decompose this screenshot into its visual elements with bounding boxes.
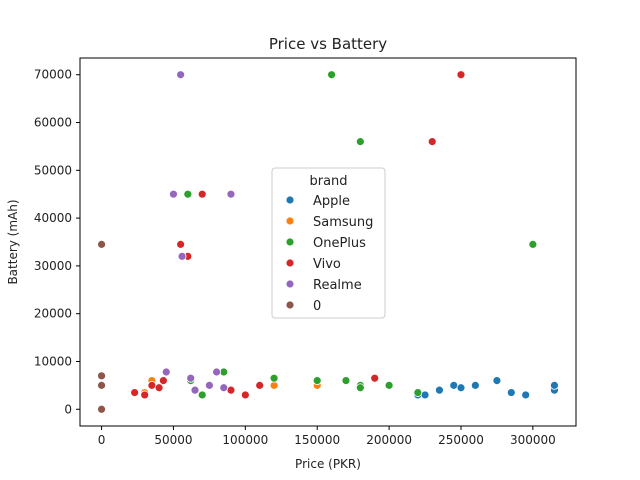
data-point-4-9 [219, 383, 229, 393]
chart-title: Price vs Battery [269, 35, 387, 53]
data-point-3-8 [154, 383, 164, 393]
data-point-0-10 [550, 380, 559, 390]
data-point-4-4 [161, 367, 171, 377]
y-tick-label: 20000 [34, 307, 72, 321]
data-point-0-3 [449, 380, 459, 390]
x-tick-label: 0 [98, 433, 106, 447]
data-point-2-2 [183, 189, 193, 199]
y-tick-label: 0 [64, 402, 72, 416]
y-tick-label: 50000 [34, 163, 72, 177]
data-point-4-6 [190, 385, 200, 395]
data-point-0-5 [470, 380, 480, 390]
data-point-5-0 [97, 239, 106, 249]
legend-title: brand [309, 174, 347, 189]
data-point-3-1 [427, 137, 437, 147]
data-point-0-1 [420, 390, 430, 400]
legend-marker-2 [285, 237, 295, 247]
data-point-2-8 [269, 373, 279, 383]
legend: brand Apple Samsung OnePlus Vivo Realme 0 [271, 167, 386, 319]
legend-label-4: Realme [313, 278, 362, 293]
data-point-3-11 [240, 390, 250, 400]
data-point-4-5 [186, 373, 196, 383]
y-tick-label: 60000 [34, 116, 72, 130]
legend-label-5: 0 [313, 299, 321, 314]
legend-marker-3 [285, 258, 295, 268]
x-tick-label: 200000 [366, 433, 412, 447]
data-point-2-0 [327, 70, 336, 80]
data-points [97, 70, 559, 414]
legend-marker-1 [285, 216, 295, 226]
x-tick-label: 250000 [438, 433, 484, 447]
data-point-4-2 [226, 189, 236, 199]
data-point-2-10 [341, 376, 351, 385]
data-point-5-2 [97, 380, 106, 390]
data-point-3-12 [255, 380, 265, 390]
x-axis-label: Price (PKR) [295, 457, 361, 471]
legend-box [271, 167, 386, 319]
data-point-4-8 [212, 367, 221, 377]
legend-label-3: Vivo [313, 257, 341, 272]
x-tick-label: 300000 [510, 433, 556, 447]
data-point-4-7 [204, 380, 214, 390]
data-point-5-1 [97, 371, 106, 381]
data-point-2-3 [528, 239, 538, 249]
data-point-4-0 [176, 70, 186, 80]
data-point-3-0 [456, 70, 466, 80]
data-point-3-2 [197, 189, 207, 199]
data-point-3-5 [130, 388, 140, 397]
data-point-2-12 [355, 383, 365, 393]
data-point-2-1 [355, 137, 365, 147]
data-point-4-1 [169, 189, 178, 199]
data-point-2-14 [413, 388, 423, 397]
data-point-2-9 [312, 376, 322, 385]
legend-marker-5 [285, 300, 295, 310]
data-point-0-2 [435, 385, 444, 395]
data-point-2-13 [384, 380, 394, 390]
plot-frame [79, 57, 577, 427]
data-point-4-3 [177, 251, 187, 261]
y-axis-label: Battery (mAh) [6, 199, 20, 284]
legend-label-1: Samsung [313, 215, 373, 230]
legend-marker-4 [285, 279, 295, 289]
data-point-5-3 [97, 404, 106, 414]
y-tick-label: 30000 [34, 259, 72, 273]
data-point-3-9 [158, 376, 168, 385]
data-point-0-7 [506, 388, 516, 397]
data-point-3-3 [176, 239, 186, 249]
data-point-0-6 [492, 376, 502, 385]
axes: 0 50000 100000 150000 200000 250000 3000000100… [34, 57, 577, 447]
x-tick-label: 150000 [294, 433, 340, 447]
legend-marker-0 [285, 195, 295, 205]
legend-label-0: Apple [313, 194, 350, 209]
y-tick-label: 10000 [34, 354, 72, 368]
data-point-3-6 [140, 390, 150, 400]
data-point-3-7 [147, 380, 157, 390]
y-tick-label: 40000 [34, 211, 72, 225]
data-point-0-8 [521, 390, 531, 400]
x-tick-label: 50000 [154, 433, 192, 447]
data-point-0-4 [456, 383, 466, 393]
data-point-2-6 [197, 390, 207, 400]
data-point-3-13 [370, 373, 380, 383]
data-point-3-10 [226, 385, 236, 395]
y-tick-label: 70000 [34, 68, 72, 82]
legend-label-2: OnePlus [313, 236, 366, 251]
x-tick-label: 100000 [222, 433, 268, 447]
